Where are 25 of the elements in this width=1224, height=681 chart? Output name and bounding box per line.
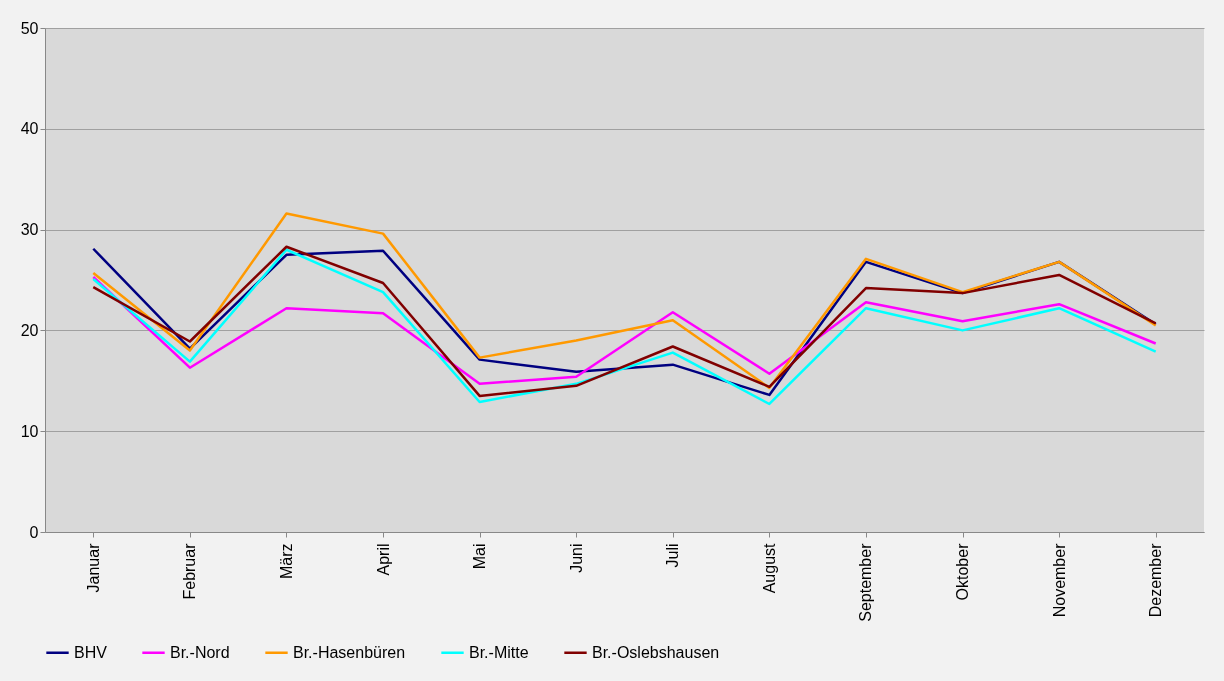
x-tick-label: Mai	[471, 543, 489, 570]
line-series	[92, 275, 1157, 386]
x-tick-label: Februar	[181, 542, 199, 600]
legend-label: Br.-Oslebshausen	[592, 643, 720, 661]
x-tick-label: Juli	[664, 543, 682, 568]
x-tick-label: Oktober	[954, 542, 972, 601]
y-tick-label: 30	[20, 221, 39, 239]
x-tick-label: Dezember	[1147, 542, 1165, 618]
legend-label: Br.-Mitte	[469, 643, 529, 661]
y-tick-label: 40	[20, 120, 39, 138]
legend-label: Br.-Nord	[170, 643, 230, 661]
x-tick-label: März	[277, 543, 295, 580]
line-series	[92, 212, 1157, 390]
x-tick-label: September	[857, 542, 875, 622]
x-tick-label: Juni	[567, 543, 585, 573]
y-tick-label: 50	[20, 19, 39, 37]
legend-label: BHV	[74, 643, 108, 661]
y-tick-label: 10	[20, 422, 39, 440]
y-tick-label: 20	[20, 321, 39, 339]
legend-label: Br.-Hasenbüren	[293, 643, 406, 661]
x-tick-label: August	[760, 542, 778, 594]
x-tick-label: Januar	[84, 542, 102, 593]
x-tick-label: April	[374, 543, 392, 576]
x-tick-label: November	[1050, 542, 1068, 618]
y-tick-label: 0	[29, 523, 39, 541]
